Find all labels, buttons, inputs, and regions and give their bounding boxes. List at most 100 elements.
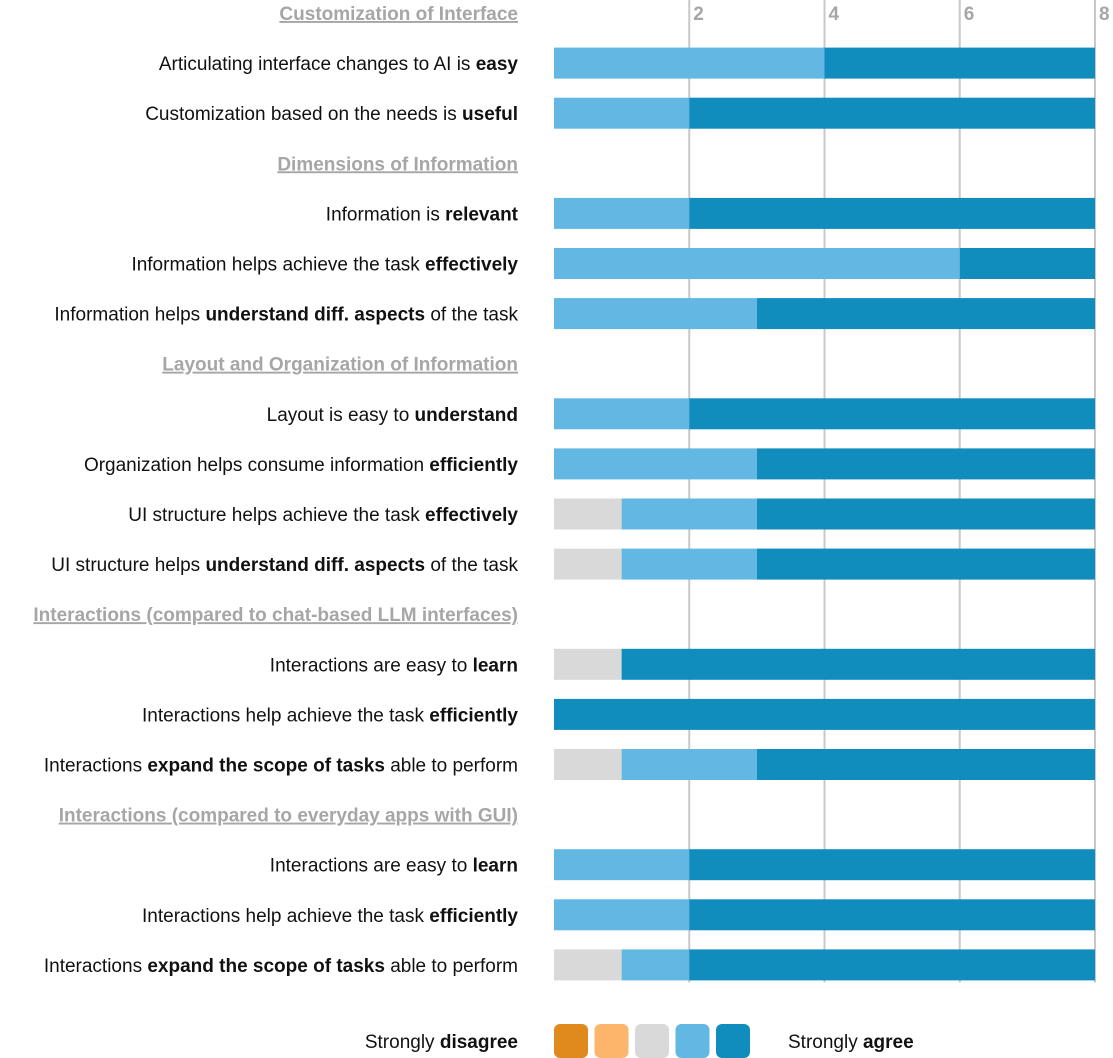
row-label-part: Interactions help achieve the task	[142, 906, 429, 927]
row-label: Interactions expand the scope of tasks a…	[44, 756, 518, 777]
row-label-part: Interactions	[44, 756, 148, 777]
bar-segment-agree	[554, 97, 690, 129]
bar-segment-agree	[554, 849, 690, 881]
bar-segment-strongly-agree	[689, 398, 1095, 430]
bar-segment-strongly-agree	[824, 47, 1095, 79]
row-label: Interactions are easy to learn	[270, 856, 518, 877]
bar-segment-neutral	[554, 648, 622, 680]
row-label-part: relevant	[445, 204, 519, 225]
bar-segment-agree	[621, 949, 690, 981]
row-label-part: learn	[473, 655, 518, 676]
row-label: Interactions help achieve the task effic…	[142, 705, 518, 726]
row-label: Interactions expand the scope of tasks a…	[44, 956, 518, 977]
row-label-part: Interactions are easy to	[270, 856, 473, 877]
section-heading: Interactions (compared to chat-based LLM…	[33, 605, 518, 626]
legend-label-disagree: Strongly disagree	[365, 1032, 518, 1053]
x-tick-label: 2	[693, 4, 704, 25]
row-label: Organization helps consume information e…	[84, 455, 518, 476]
bar-segment-agree	[621, 548, 757, 580]
row-label-part: UI structure helps achieve the task	[128, 505, 425, 526]
row-label-part: Information is	[326, 204, 445, 225]
bar-segment-strongly-agree	[756, 749, 1095, 780]
bar-segment-agree	[554, 398, 690, 430]
row-label: UI structure helps understand diff. aspe…	[51, 555, 518, 576]
bar-segment-strongly-agree	[959, 248, 1095, 279]
legend-label-part: agree	[863, 1032, 914, 1053]
section-heading: Interactions (compared to everyday apps …	[59, 806, 518, 827]
row-label: UI structure helps achieve the task effe…	[128, 505, 518, 526]
row-label: Customization based on the needs is usef…	[145, 104, 518, 125]
row-label-part: effectively	[425, 255, 518, 276]
bar-segment-neutral	[554, 949, 622, 981]
row-label-part: Layout is easy to	[267, 405, 415, 426]
x-tick-label: 4	[829, 4, 840, 25]
legend-swatch-strongly-disagree	[554, 1024, 588, 1058]
row-label-part: effectively	[425, 505, 518, 526]
legend-label-part: Strongly	[788, 1032, 863, 1053]
bar-segment-neutral	[554, 548, 622, 580]
legend-label-agree: Strongly agree	[788, 1032, 914, 1053]
legend-swatch-neutral	[635, 1024, 669, 1058]
row-label-part: learn	[473, 856, 518, 877]
bar-segment-neutral	[554, 498, 622, 530]
row-label: Information helps understand diff. aspec…	[54, 305, 518, 326]
row-label-part: able to perform	[385, 956, 518, 977]
bar-segment-agree	[554, 899, 690, 931]
bar-segment-agree	[554, 248, 960, 279]
row-label: Information helps achieve the task effec…	[131, 255, 518, 276]
row-label-part: Interactions are easy to	[270, 655, 473, 676]
row-label-part: UI structure helps	[51, 555, 205, 576]
bar-segment-strongly-agree	[689, 97, 1095, 129]
x-tick-label: 6	[964, 4, 975, 25]
row-label-part: easy	[476, 54, 519, 75]
grid-lines	[688, 0, 1096, 983]
bar-segment-strongly-agree	[756, 548, 1095, 580]
row-label-part: efficiently	[429, 906, 518, 927]
row-label-part: Information helps achieve the task	[131, 255, 425, 276]
row-label-part: expand the scope of tasks	[147, 756, 385, 777]
legend: Strongly disagree Strongly agree	[365, 1024, 914, 1058]
bars	[554, 47, 1095, 981]
bar-segment-strongly-agree	[756, 448, 1095, 480]
bar-segment-neutral	[554, 749, 622, 780]
row-label-part: Customization based on the needs is	[145, 104, 462, 125]
row-label-part: able to perform	[385, 756, 518, 777]
row-label-part: Articulating interface changes to AI is	[159, 54, 476, 75]
row-label-part: efficiently	[429, 455, 518, 476]
bar-segment-strongly-agree	[689, 197, 1095, 229]
bar-segment-strongly-agree	[689, 899, 1095, 931]
row-label-part: Organization helps consume information	[84, 455, 429, 476]
bar-segment-agree	[554, 197, 690, 229]
row-label-part: of the task	[425, 555, 518, 576]
bar-segment-agree	[554, 298, 757, 330]
row-label-part: understand diff. aspects	[205, 555, 425, 576]
bar-segment-agree	[554, 448, 757, 480]
row-label-part: Information helps	[54, 305, 205, 326]
row-labels: Customization of Interface Articulating i…	[33, 4, 518, 977]
legend-swatch-strongly-agree	[716, 1024, 750, 1058]
row-label-part: efficiently	[429, 705, 518, 726]
bar-segment-agree	[621, 749, 757, 780]
row-label-part: expand the scope of tasks	[147, 956, 385, 977]
x-tick-labels: 2 4 6 8	[693, 4, 1109, 25]
bar-segment-strongly-agree	[689, 849, 1095, 881]
bar-segment-agree	[621, 498, 757, 530]
section-heading: Layout and Organization of Information	[162, 355, 518, 376]
row-label: Articulating interface changes to AI is …	[159, 54, 519, 75]
x-tick-label: 8	[1099, 4, 1110, 25]
legend-label-part: disagree	[440, 1032, 518, 1053]
bar-segment-strongly-agree	[554, 698, 1095, 730]
row-label-part: Interactions help achieve the task	[142, 705, 429, 726]
row-label-part: useful	[462, 104, 518, 125]
row-label-part: understand diff. aspects	[205, 305, 425, 326]
row-label: Interactions are easy to learn	[270, 655, 518, 676]
row-label: Interactions help achieve the task effic…	[142, 906, 518, 927]
row-label-part: Interactions	[44, 956, 148, 977]
legend-swatch-disagree	[594, 1024, 629, 1058]
row-label: Information is relevant	[326, 204, 519, 225]
legend-swatch-agree	[675, 1024, 710, 1058]
section-heading: Dimensions of Information	[277, 154, 518, 175]
bar-segment-strongly-agree	[621, 648, 1095, 680]
bar-segment-strongly-agree	[756, 498, 1095, 530]
